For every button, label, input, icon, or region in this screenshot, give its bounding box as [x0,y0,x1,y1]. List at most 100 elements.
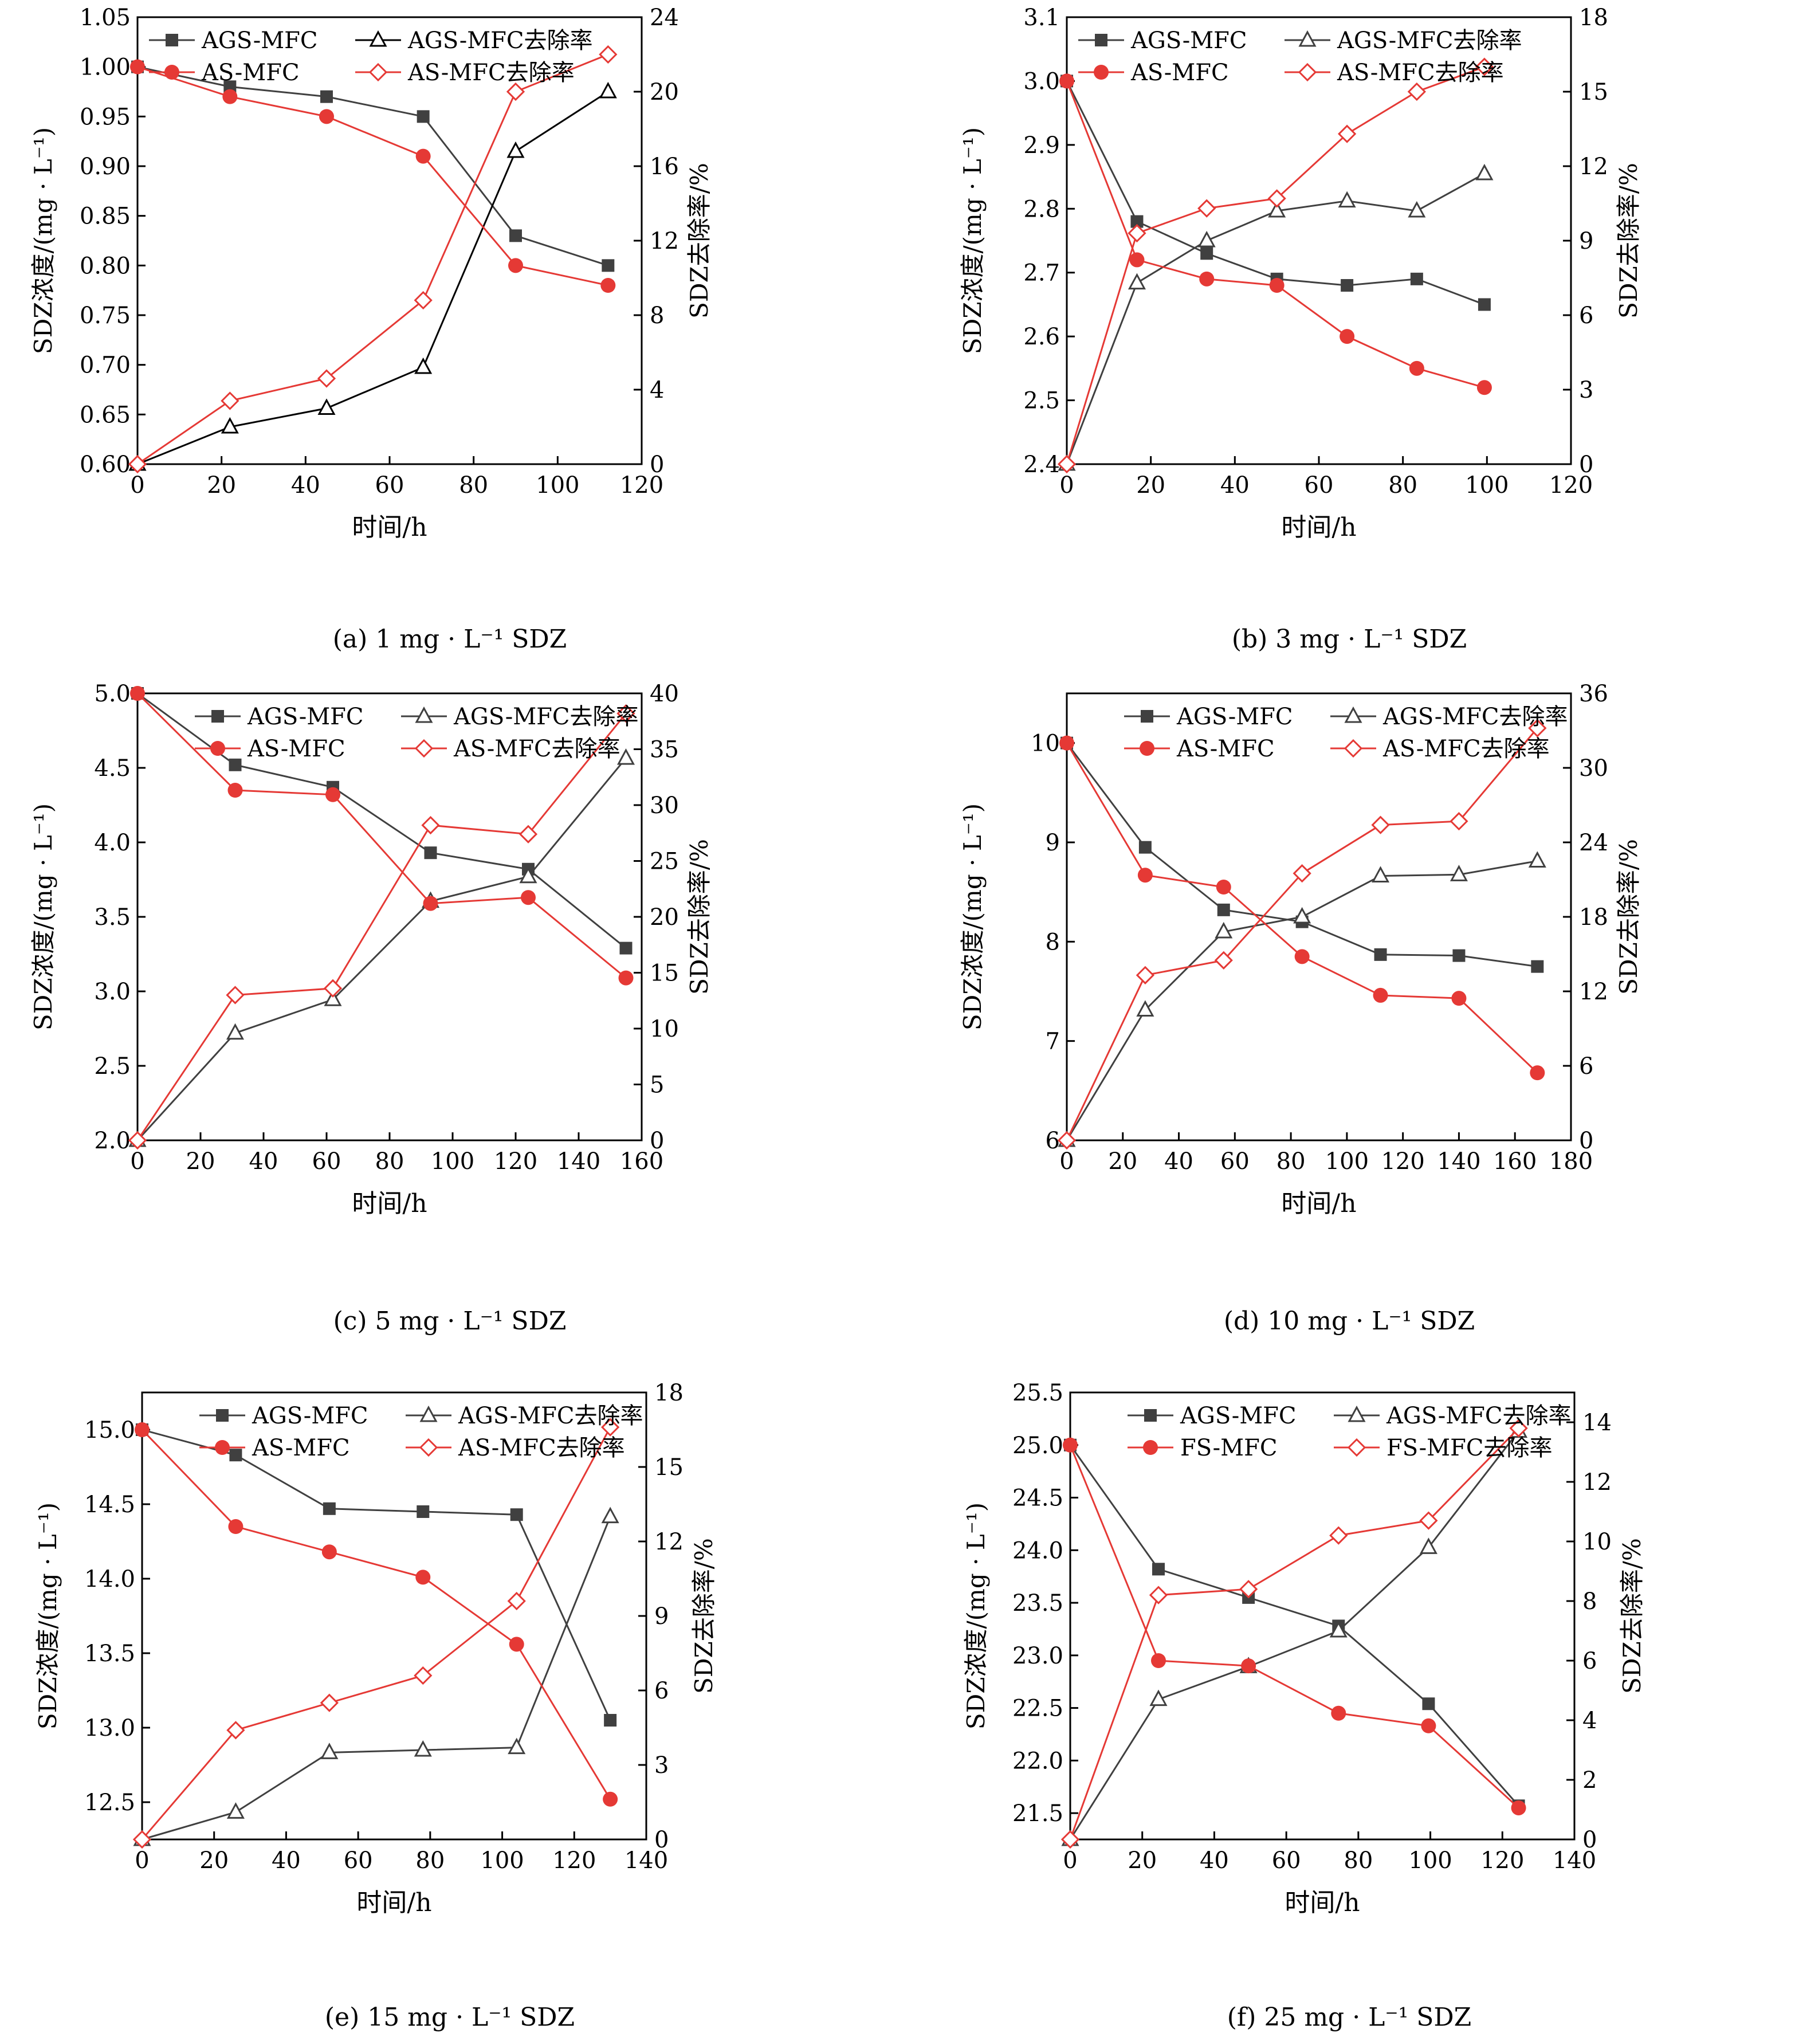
x-tick-label: 0 [135,1847,149,1874]
data-point [1267,189,1286,208]
data-point [509,229,522,242]
chart-panel-c: 0 20 40 60 80 100 120 140 1602.02.53.03.54.04.55… [29,681,713,1218]
data-point [1476,380,1492,395]
y2-tick-label: 8 [1582,1588,1597,1615]
legend-label: AGS-MFC去除率 [407,28,593,54]
x-tick-label: 180 [1549,1148,1593,1175]
data-point [1372,866,1390,882]
legend-swatch-marker [369,30,387,47]
x-tick-label: 40 [291,472,320,499]
legend-label: AGS-MFC [252,1403,368,1429]
y-tick-label: 0.70 [80,352,131,379]
series-line [1066,727,1538,1141]
series-line [136,713,627,1141]
legend-label: AGS-MFC [1180,1403,1297,1429]
x-tick-label: 20 [199,1847,229,1874]
y2-tick-label: 24 [1579,830,1608,856]
y-tick-label: 0.85 [80,203,131,230]
data-point [1528,719,1547,737]
data-point [1421,1718,1436,1733]
data-point [417,1505,430,1518]
data-point [616,704,635,723]
y2-tick-label: 24 [650,5,679,31]
data-point [1410,272,1423,285]
y2-tick-label: 16 [650,154,679,180]
y2-tick-label: 9 [654,1603,669,1630]
legend-item: AGS-MFC [1124,704,1293,730]
x-tick-label: 0 [1059,472,1074,499]
data-point [603,1791,618,1807]
x-axis-label: 时间/h [1281,513,1356,542]
series-0 [1064,1438,1525,1812]
legend-swatch-marker [415,706,433,723]
series-line [137,66,608,287]
y-tick-label: 12.5 [84,1790,135,1816]
y2-tick-label: 5 [650,1072,664,1098]
x-tick-label: 40 [272,1847,301,1874]
series-0 [131,60,615,272]
legend-swatch-marker [1348,1405,1366,1422]
data-point [1509,1419,1528,1438]
data-point [1450,812,1468,831]
series-3 [128,45,618,474]
y2-tick-label: 6 [1579,303,1593,329]
legend-item: AS-MFC去除率 [401,736,620,762]
legend-item: AGS-MFC去除率 [355,28,593,54]
series-line [141,1429,611,1800]
data-point [226,1721,245,1740]
plot-frame [1069,1391,1576,1841]
x-tick-label: 160 [620,1148,663,1175]
legend-swatch-marker [164,65,179,80]
y2-tick-label: 15 [1579,79,1608,105]
legend-label: AS-MFC去除率 [458,1435,625,1461]
legend-item: FS-MFC去除率 [1334,1435,1552,1461]
y2-tick-label: 15 [650,960,679,987]
legend-item: AS-MFC [195,736,345,762]
data-point [1152,1563,1165,1576]
x-tick-label: 40 [1200,1847,1229,1874]
x-tick-label: 140 [1553,1847,1596,1874]
caption-d: (d) 10 mg · L⁻¹ SDZ [1223,1307,1475,1336]
data-point [1197,199,1216,218]
x-tick-label: 120 [1480,1847,1524,1874]
y2-tick-label: 9 [1579,228,1593,254]
data-point [414,1666,433,1685]
y-tick-label: 2.7 [1023,260,1060,287]
y2-axis-label: SDZ去除率/% [685,163,713,319]
y-tick-label: 2.6 [1023,324,1060,350]
data-point [1137,868,1153,883]
caption-f: (f) 25 mg · L⁻¹ SDZ [1227,2003,1472,2032]
data-point [132,1830,152,1849]
data-point [1136,966,1155,984]
legend-label: AS-MFC去除率 [1382,736,1550,762]
y2-tick-label: 20 [650,904,679,931]
legend-item: AGS-MFC [199,1403,368,1429]
data-point [599,45,618,64]
data-point [1331,1705,1346,1721]
y2-tick-label: 12 [1582,1469,1612,1496]
y2-tick-label: 12 [1579,154,1608,180]
y-tick-label: 0.75 [80,303,131,329]
data-point [414,357,433,374]
x-tick-label: 120 [1549,472,1593,499]
y-tick-label: 5.0 [94,681,131,707]
legend-label: AGS-MFC [1130,28,1247,54]
x-tick-label: 40 [1220,472,1250,499]
data-point [226,1023,245,1040]
data-point [604,1714,617,1727]
data-point [1340,329,1355,344]
x-tick-label: 140 [557,1148,600,1175]
legend-item: AGS-MFC去除率 [401,704,639,730]
data-point [1199,271,1215,287]
legend-label: AS-MFC去除率 [453,736,620,762]
legend-item: AS-MFC去除率 [406,1435,625,1461]
series-2 [1059,735,1545,1081]
y-tick-label: 14.0 [84,1566,135,1592]
data-point [1422,1697,1435,1710]
data-point [320,1743,339,1759]
data-point [414,1740,432,1757]
y-tick-label: 4.5 [94,755,131,782]
data-point [221,417,239,434]
legend-swatch-marker [414,739,434,758]
legend-label: AGS-MFC [1176,704,1293,730]
